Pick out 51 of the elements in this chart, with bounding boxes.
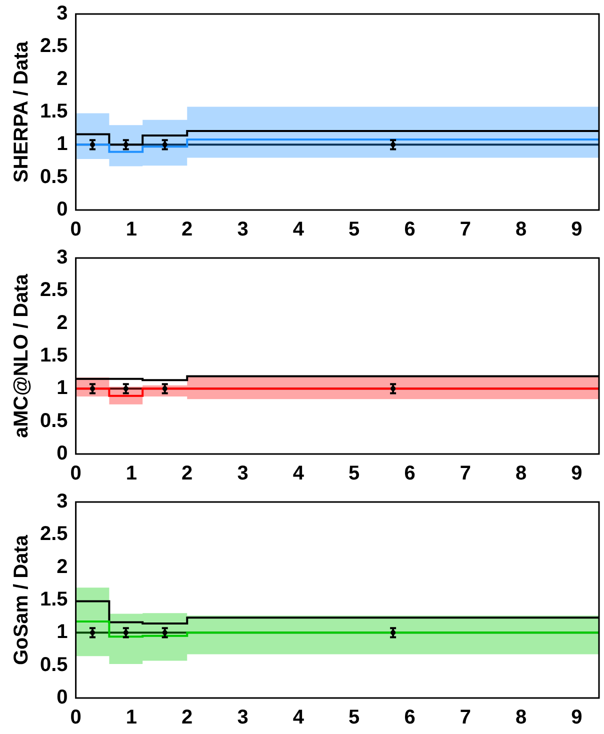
x-tick-label: 3 — [237, 218, 248, 241]
x-tick-label: 7 — [460, 706, 471, 729]
y-tick-label: 2 — [56, 312, 68, 334]
y-tick-label: 1.5 — [40, 344, 68, 367]
x-tick-label: 1 — [126, 706, 138, 729]
y-tick-label: 3 — [56, 246, 68, 269]
y-tick-label: 0.5 — [40, 654, 68, 676]
x-tick-label: 3 — [237, 462, 248, 485]
y-tick-label: 1.5 — [40, 100, 68, 123]
y-axis-title: aMC@NLO / Data — [10, 273, 33, 438]
x-tick-label: 4 — [292, 218, 305, 241]
x-tick-label: 6 — [404, 462, 416, 485]
y-axis-title: GoSam / Data — [10, 534, 33, 666]
x-tick-label: 6 — [404, 706, 416, 729]
x-tick-label: 9 — [571, 462, 582, 485]
y-tick-label: 1 — [56, 621, 68, 644]
y-tick-label: 0 — [56, 198, 68, 221]
y-tick-label: 3 — [56, 490, 68, 513]
x-tick-label: 7 — [460, 462, 471, 485]
x-tick-label: 8 — [516, 706, 527, 729]
y-axis-title: SHERPA / Data — [10, 40, 33, 183]
x-tick-label: 9 — [571, 218, 582, 241]
x-tick-label: 8 — [516, 462, 527, 485]
y-tick-label: 1 — [56, 377, 68, 400]
y-tick-label: 1.5 — [40, 588, 68, 611]
x-tick-label: 1 — [126, 462, 138, 485]
y-tick-label: 3 — [56, 2, 68, 25]
x-tick-label: 2 — [182, 462, 193, 485]
x-tick-label: 7 — [460, 218, 471, 241]
x-tick-label: 4 — [292, 706, 305, 729]
x-tick-label: 1 — [126, 218, 138, 241]
y-tick-label: 1 — [56, 133, 68, 156]
y-tick-label: 2.5 — [40, 35, 68, 58]
y-tick-label: 0 — [56, 686, 68, 709]
x-tick-label: 5 — [348, 706, 360, 729]
x-tick-label: 2 — [182, 706, 193, 729]
y-tick-label: 2.5 — [40, 523, 68, 546]
y-tick-label: 0.5 — [40, 166, 68, 188]
x-tick-label: 6 — [404, 218, 416, 241]
y-tick-label: 2 — [56, 556, 68, 578]
y-tick-label: 0 — [56, 442, 68, 465]
y-tick-label: 2 — [56, 68, 68, 90]
x-tick-label: 9 — [571, 706, 582, 729]
x-tick-label: 5 — [348, 218, 360, 241]
x-tick-label: 2 — [182, 218, 193, 241]
x-tick-label: 3 — [237, 706, 248, 729]
y-tick-label: 0.5 — [40, 410, 68, 432]
x-tick-label: 8 — [516, 218, 527, 241]
x-tick-label: 5 — [348, 462, 360, 485]
y-tick-label: 2.5 — [40, 279, 68, 302]
x-tick-label: 4 — [292, 462, 305, 485]
